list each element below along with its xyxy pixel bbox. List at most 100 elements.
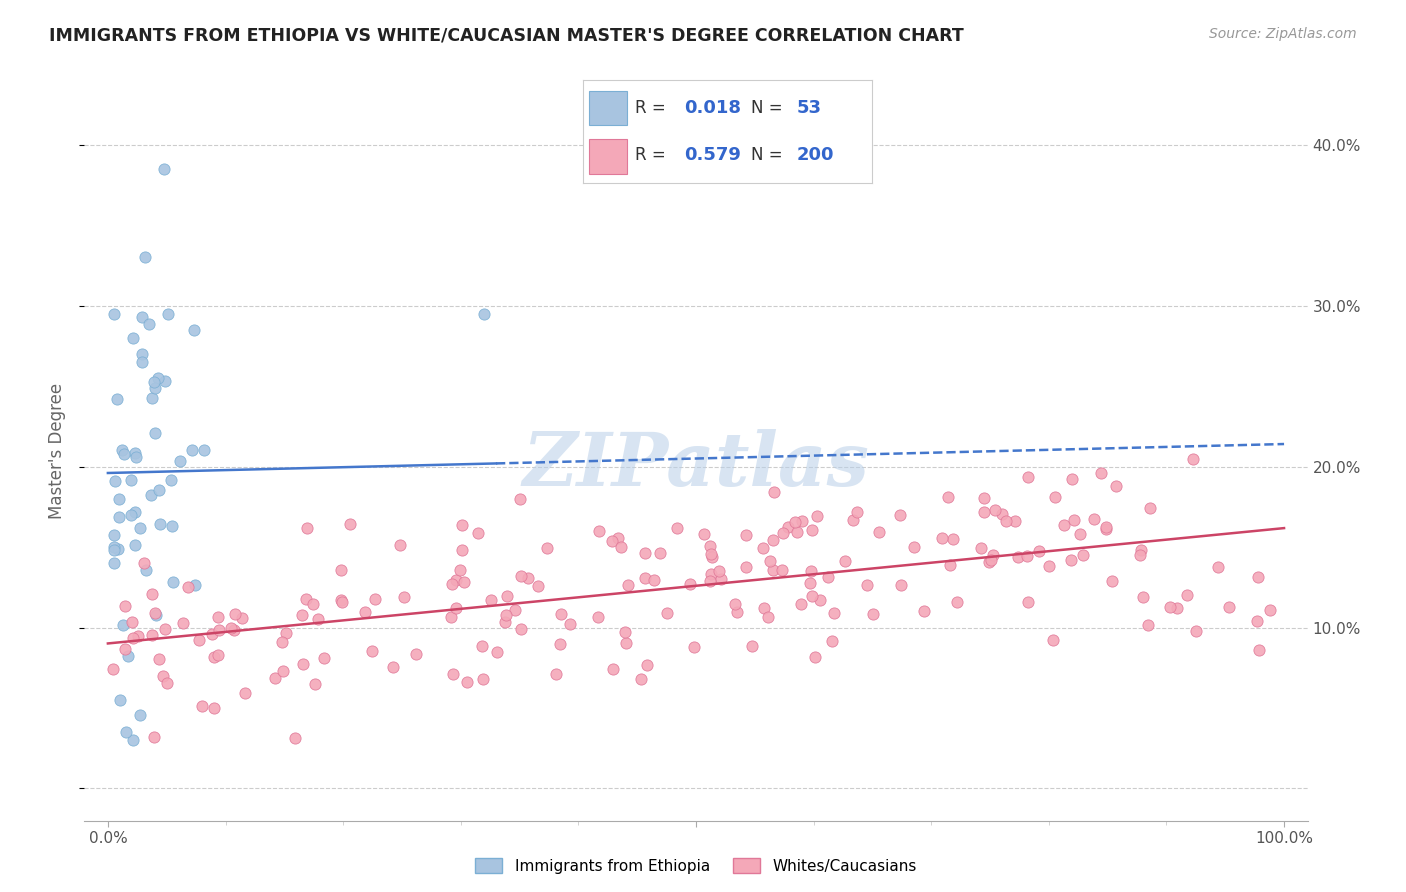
FancyBboxPatch shape — [589, 139, 627, 174]
Point — [709, 564, 731, 578]
Point — [120, 508, 142, 523]
Point — [187, 632, 209, 647]
Point — [725, 605, 748, 619]
Point — [127, 629, 149, 643]
Point — [222, 623, 245, 637]
Point — [610, 540, 633, 554]
Point — [981, 548, 1004, 562]
Point — [121, 631, 143, 645]
Point — [131, 310, 153, 325]
Point — [588, 524, 610, 538]
Point — [169, 454, 191, 468]
Point — [295, 521, 318, 535]
Point — [938, 491, 960, 505]
Point — [1105, 479, 1128, 493]
Point — [162, 574, 184, 589]
FancyBboxPatch shape — [589, 91, 627, 126]
Point — [292, 657, 315, 672]
Point — [1218, 599, 1240, 614]
Point — [517, 571, 540, 585]
Point — [330, 595, 353, 609]
Point — [443, 667, 465, 681]
Point — [824, 607, 846, 621]
Point — [759, 554, 782, 568]
Point — [1007, 550, 1029, 565]
Point — [939, 558, 962, 573]
Point — [700, 549, 723, 564]
Point — [103, 543, 125, 558]
Point — [441, 577, 464, 591]
Point — [143, 730, 166, 744]
Point — [114, 599, 136, 614]
Point — [131, 347, 153, 361]
Point — [1166, 601, 1188, 615]
Point — [141, 586, 163, 600]
Point — [145, 608, 167, 623]
Point — [153, 374, 176, 388]
Point — [526, 578, 548, 592]
Point — [449, 563, 471, 577]
Point — [190, 698, 212, 713]
Point — [806, 508, 828, 523]
Point — [183, 323, 205, 337]
Point — [129, 707, 152, 722]
Point — [152, 161, 174, 176]
Point — [363, 591, 385, 606]
Point — [479, 593, 502, 607]
Point — [741, 640, 763, 654]
Point — [1095, 522, 1118, 536]
Point — [339, 517, 361, 532]
Point — [177, 581, 200, 595]
Point — [405, 647, 427, 661]
Text: R =: R = — [636, 146, 672, 164]
Point — [472, 673, 495, 687]
Point — [693, 526, 716, 541]
Point — [202, 650, 225, 665]
Point — [973, 505, 995, 519]
Point — [734, 559, 756, 574]
Point — [233, 685, 256, 699]
Point — [536, 541, 558, 555]
Point — [890, 578, 912, 592]
Point — [132, 557, 155, 571]
Point — [450, 543, 472, 558]
Point — [970, 541, 993, 555]
Point — [453, 575, 475, 590]
Point — [546, 667, 568, 681]
Point — [307, 612, 329, 626]
Point — [903, 540, 925, 554]
Point — [143, 375, 166, 389]
Point — [271, 664, 294, 678]
Point — [842, 512, 865, 526]
Point — [121, 615, 143, 629]
Point — [699, 574, 721, 588]
Point — [291, 607, 314, 622]
Point — [108, 491, 131, 506]
Point — [1053, 517, 1076, 532]
Point — [1018, 470, 1040, 484]
Point — [655, 606, 678, 620]
Point — [1090, 466, 1112, 480]
Point — [107, 392, 129, 406]
Point — [1181, 452, 1204, 467]
Point — [889, 508, 911, 523]
Point — [994, 514, 1017, 528]
Point — [808, 592, 831, 607]
Point — [103, 307, 125, 321]
Point — [1028, 544, 1050, 558]
Point — [683, 640, 706, 655]
Point — [1038, 559, 1060, 574]
Legend: Immigrants from Ethiopia, Whites/Caucasians: Immigrants from Ethiopia, Whites/Caucasi… — [468, 852, 924, 880]
Point — [817, 570, 839, 584]
Point — [1159, 599, 1181, 614]
Point — [124, 450, 146, 465]
Point — [231, 611, 253, 625]
Point — [389, 538, 412, 552]
Point — [586, 610, 609, 624]
Point — [804, 649, 827, 664]
Point — [124, 538, 146, 552]
Point — [274, 625, 297, 640]
Point — [1208, 559, 1230, 574]
Point — [329, 563, 352, 577]
Point — [946, 594, 969, 608]
